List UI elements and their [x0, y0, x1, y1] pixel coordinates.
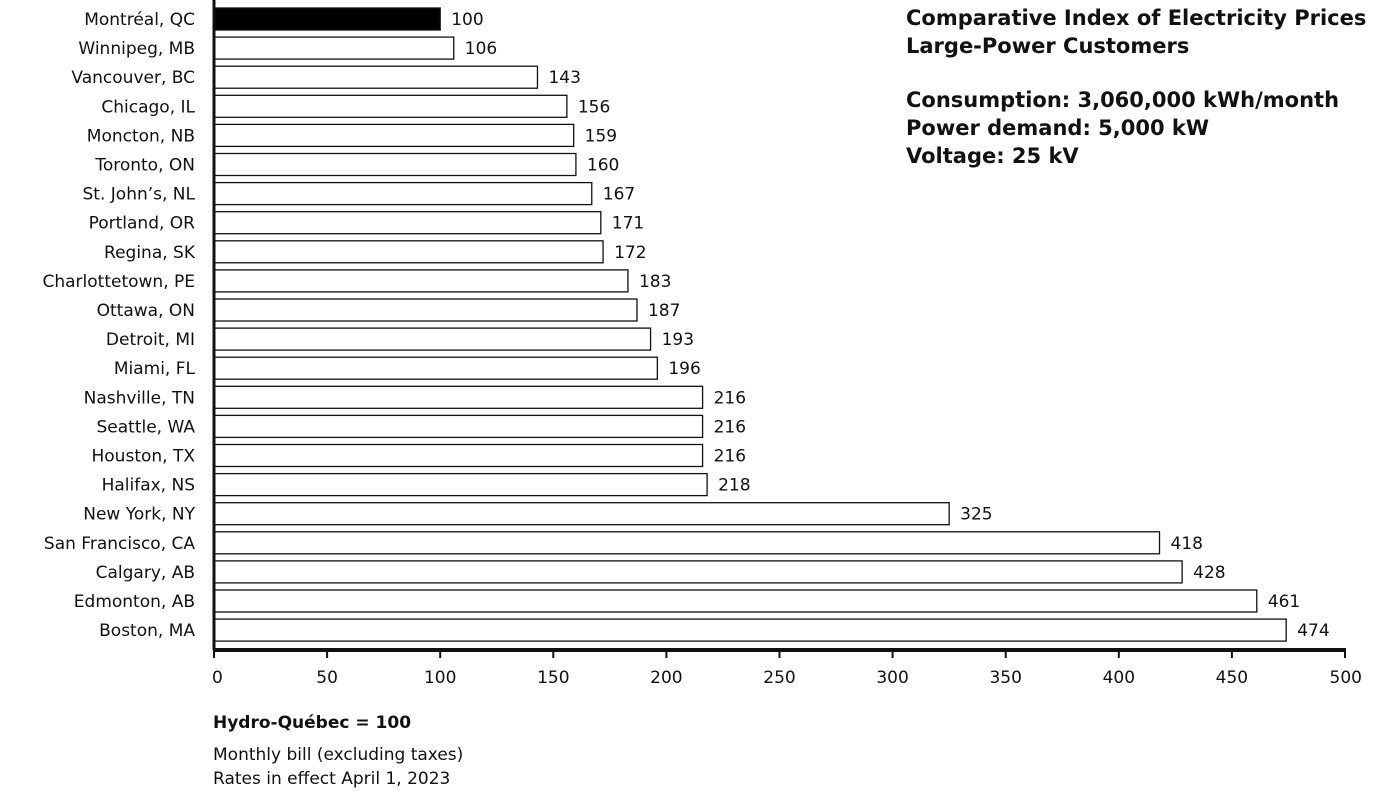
chart-title-block: Comparative Index of Electricity Prices …	[906, 4, 1366, 60]
category-label: Seattle, WA	[97, 417, 196, 437]
value-label: 160	[587, 156, 619, 176]
bar	[213, 269, 629, 293]
x-tick-label: 450	[1216, 668, 1248, 688]
value-label: 218	[718, 476, 750, 496]
category-label: New York, NY	[83, 505, 195, 525]
bar	[213, 152, 577, 177]
category-label: Winnipeg, MB	[78, 39, 195, 59]
value-label: 167	[603, 185, 635, 205]
value-label: 172	[614, 243, 646, 263]
chart-notes: Hydro-Québec = 100 Monthly bill (excludi…	[213, 711, 463, 791]
value-label: 106	[465, 39, 497, 59]
bill-note: Monthly bill (excluding taxes)	[213, 745, 464, 765]
category-label: Regina, SK	[104, 243, 196, 263]
bar	[213, 414, 704, 439]
value-label: 216	[714, 417, 746, 437]
rates-note: Rates in effect April 1, 2023	[213, 769, 451, 789]
bar	[213, 94, 568, 118]
bar	[213, 385, 704, 409]
x-tick-label: 300	[876, 668, 908, 688]
category-label: Chicago, IL	[101, 97, 195, 117]
category-label: Nashville, TN	[84, 388, 195, 408]
bar	[213, 356, 659, 380]
spec-consumption: Consumption: 3,060,000 kWh/month	[906, 88, 1340, 112]
bar	[213, 502, 950, 526]
bar	[213, 443, 704, 468]
category-label: San Francisco, CA	[44, 534, 195, 554]
x-tick-label: 150	[537, 668, 569, 688]
value-label: 159	[585, 126, 617, 146]
value-label: 156	[578, 97, 610, 117]
value-label: 428	[1193, 563, 1225, 583]
x-tick-label: 250	[763, 668, 795, 688]
x-tick-label: 400	[1103, 668, 1135, 688]
category-label: Vancouver, BC	[71, 68, 195, 88]
bar	[213, 618, 1287, 642]
x-tick-label: 500	[1330, 668, 1362, 688]
category-label: St. John’s, NL	[83, 185, 196, 205]
bar	[213, 298, 638, 322]
bar	[213, 589, 1258, 613]
value-label: 196	[668, 359, 700, 379]
bar	[213, 531, 1161, 555]
value-label: 100	[451, 10, 483, 30]
bar	[213, 472, 708, 497]
bar	[213, 327, 652, 351]
category-label: Edmonton, AB	[74, 592, 195, 612]
x-tick-label: 200	[650, 668, 682, 688]
category-label: Toronto, ON	[94, 156, 195, 176]
bar	[213, 7, 441, 31]
chart-title: Comparative Index of Electricity Prices	[906, 6, 1367, 30]
category-label: Miami, FL	[114, 359, 196, 379]
baseline-note: Hydro-Québec = 100	[213, 713, 412, 733]
bar	[213, 211, 602, 235]
category-label: Moncton, NB	[87, 126, 195, 146]
value-label: 325	[960, 505, 992, 525]
category-label: Houston, TX	[92, 447, 196, 467]
value-label: 461	[1268, 592, 1300, 612]
x-tick-label: 0	[212, 668, 223, 688]
value-label: 216	[714, 388, 746, 408]
category-label: Montréal, QC	[84, 10, 195, 30]
bar-chart: Montréal, QC 100 Winnipeg, MB 106 Vancouver,…	[42, 0, 1362, 688]
x-tick-label: 100	[424, 668, 456, 688]
bar	[213, 181, 593, 206]
category-label: Charlottetown, PE	[42, 272, 195, 292]
spec-block: Consumption: 3,060,000 kWh/month Power d…	[906, 86, 1339, 170]
category-label: Calgary, AB	[96, 563, 195, 583]
value-label: 193	[662, 330, 694, 350]
value-label: 216	[714, 447, 746, 467]
x-tick-label: 350	[989, 668, 1021, 688]
category-label: Halifax, NS	[102, 476, 195, 496]
value-label: 474	[1297, 621, 1329, 641]
value-label: 171	[612, 214, 644, 234]
category-label: Portland, OR	[89, 214, 196, 234]
value-label: 183	[639, 272, 671, 292]
value-label: 418	[1171, 534, 1203, 554]
spec-voltage: Voltage: 25 kV	[906, 144, 1079, 168]
category-label: Detroit, MI	[106, 330, 195, 350]
bar	[213, 123, 575, 148]
value-label: 143	[548, 68, 580, 88]
value-label: 187	[648, 301, 680, 321]
spec-power-demand: Power demand: 5,000 kW	[906, 116, 1210, 140]
category-label: Ottawa, ON	[97, 301, 195, 321]
x-tick-label: 50	[316, 668, 338, 688]
bar	[213, 36, 455, 60]
bar	[213, 240, 604, 264]
bar	[213, 65, 539, 89]
category-label: Boston, MA	[99, 621, 195, 641]
chart-subtitle: Large-Power Customers	[906, 34, 1190, 58]
bar	[213, 560, 1183, 584]
